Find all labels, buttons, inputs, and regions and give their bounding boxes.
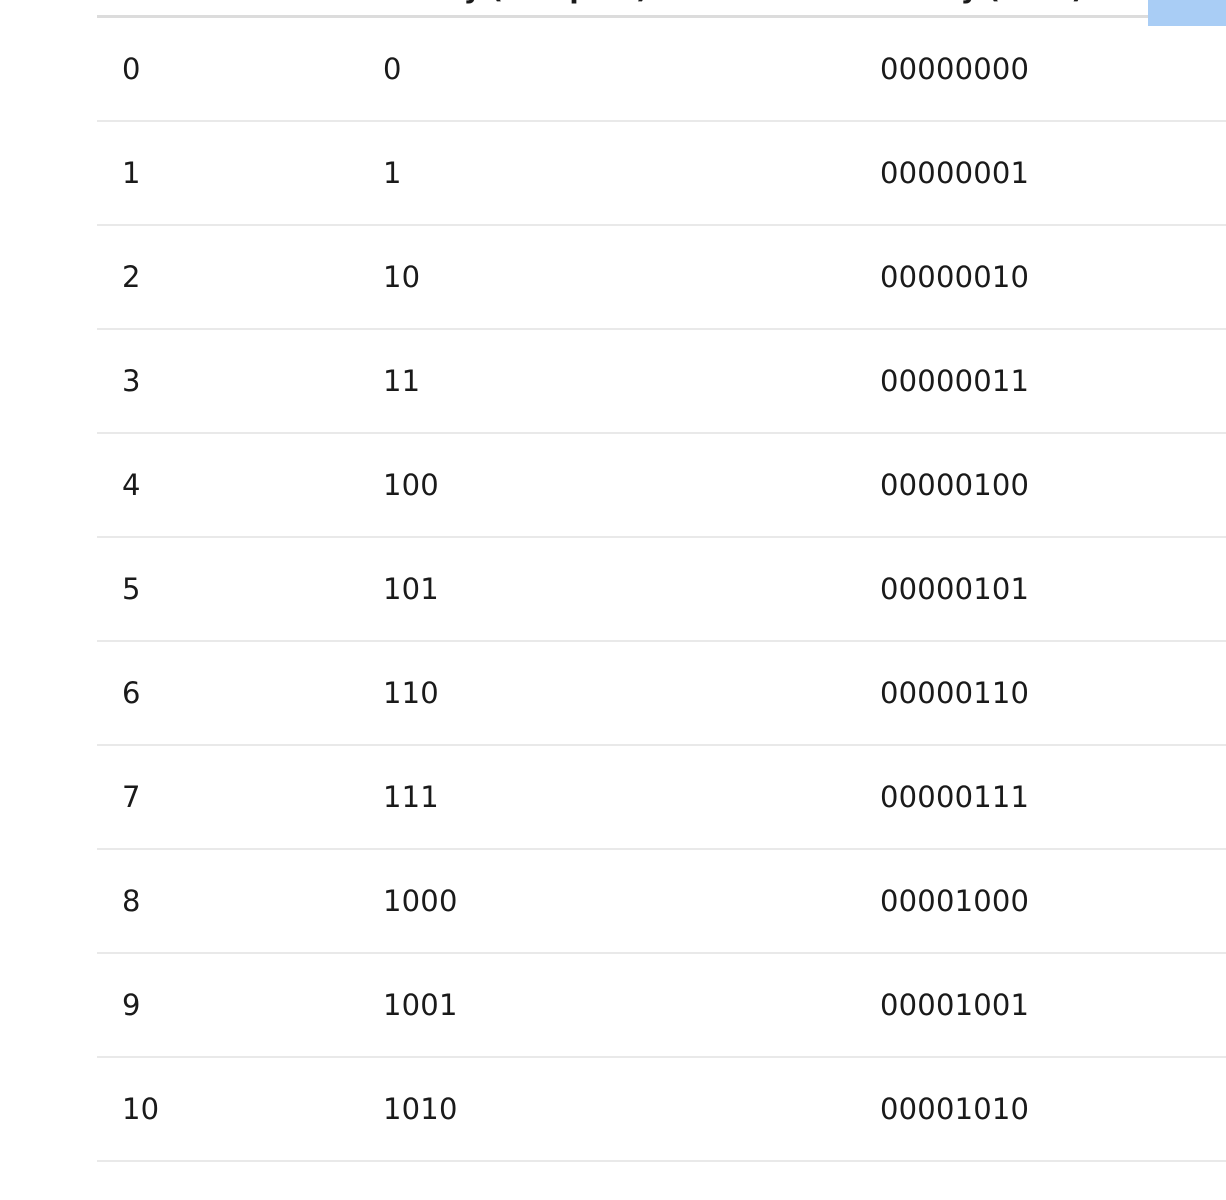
cell-binary-8bit: 00000011: [866, 328, 1226, 434]
cell-decimal: 6: [97, 640, 369, 746]
cell-binary-compact: 1001: [369, 952, 866, 1058]
cell-binary-8bit: 00001010: [866, 1056, 1226, 1162]
cell-binary-8bit: 00000010: [866, 224, 1226, 330]
table-row[interactable]: 9 1001 00001001: [97, 952, 1226, 1058]
cell-binary-compact: 1010: [369, 1056, 866, 1162]
cell-binary-8bit: 00000100: [866, 432, 1226, 538]
table-row[interactable]: 8 1000 00001000: [97, 848, 1226, 954]
table-row[interactable]: 10 1010 00001010: [97, 1056, 1226, 1162]
cell-binary-compact: 11: [369, 328, 866, 434]
cell-decimal: 2: [97, 224, 369, 330]
cell-binary-8bit: 00000110: [866, 640, 1226, 746]
cell-binary-8bit: 00001001: [866, 952, 1226, 1058]
column-header-binary-8bit[interactable]: Binary (8-bit): [866, 0, 1226, 18]
cell-decimal: 7: [97, 744, 369, 850]
cell-binary-8bit: 00001000: [866, 848, 1226, 954]
cell-binary-8bit: 00000001: [866, 120, 1226, 226]
table-row[interactable]: 6 110 00000110: [97, 640, 1226, 746]
cell-decimal: 5: [97, 536, 369, 642]
column-header-binary-compact[interactable]: Binary (Compact): [369, 0, 866, 18]
cell-binary-8bit: 00000000: [866, 16, 1226, 122]
cell-binary-8bit: 00000101: [866, 536, 1226, 642]
cell-decimal: 3: [97, 328, 369, 434]
cell-decimal: 1: [97, 120, 369, 226]
column-header-decimal[interactable]: Decimal: [97, 0, 369, 18]
table-row[interactable]: 0 0 00000000: [97, 16, 1226, 122]
cell-decimal: 4: [97, 432, 369, 538]
cell-binary-compact: 100: [369, 432, 866, 538]
cell-binary-compact: 1: [369, 120, 866, 226]
cell-binary-8bit: 00000111: [866, 744, 1226, 850]
cell-decimal: 9: [97, 952, 369, 1058]
table-row[interactable]: 7 111 00000111: [97, 744, 1226, 850]
cell-binary-compact: 0: [369, 16, 866, 122]
conversion-table-container: Decimal Binary (Compact) Binary (8-bit) …: [97, 0, 1226, 1162]
table-row[interactable]: 4 100 00000100: [97, 432, 1226, 538]
cell-binary-compact: 10: [369, 224, 866, 330]
cell-binary-compact: 111: [369, 744, 866, 850]
table-row[interactable]: 1 1 00000001: [97, 120, 1226, 226]
cell-decimal: 10: [97, 1056, 369, 1162]
table-header: Decimal Binary (Compact) Binary (8-bit): [97, 0, 1226, 18]
cell-binary-compact: 101: [369, 536, 866, 642]
table-row[interactable]: 5 101 00000101: [97, 536, 1226, 642]
decimal-binary-conversion-table: Decimal Binary (Compact) Binary (8-bit) …: [97, 0, 1226, 1162]
cell-decimal: 0: [97, 16, 369, 122]
cell-decimal: 8: [97, 848, 369, 954]
cell-binary-compact: 1000: [369, 848, 866, 954]
table-row[interactable]: 3 11 00000011: [97, 328, 1226, 434]
table-body: 0 0 00000000 1 1 00000001 2 10 00000010 …: [97, 16, 1226, 1162]
table-row[interactable]: 2 10 00000010: [97, 224, 1226, 330]
table-header-row: Decimal Binary (Compact) Binary (8-bit): [97, 0, 1226, 18]
cell-binary-compact: 110: [369, 640, 866, 746]
